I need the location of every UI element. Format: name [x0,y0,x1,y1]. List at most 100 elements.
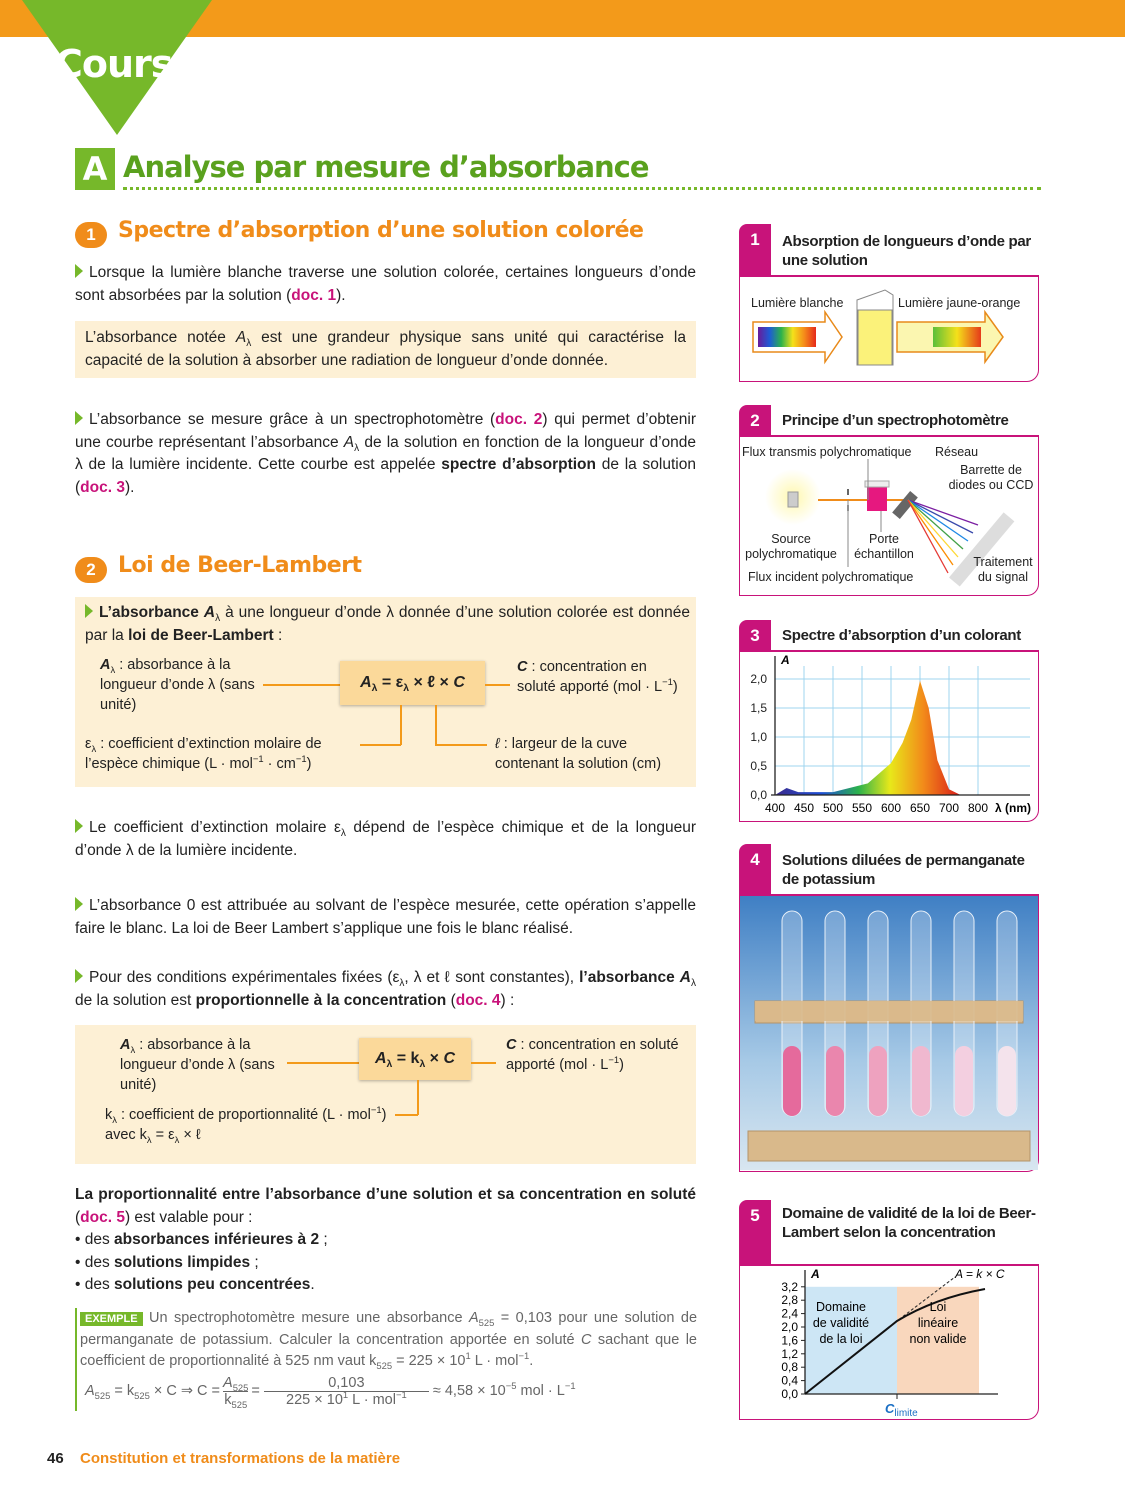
proportional-formula: Aλ = kλ × C [359,1038,471,1080]
rack-top [755,1001,1023,1021]
y-tick-label: 1,6 [781,1333,798,1347]
bullet-icon [85,604,93,618]
c-limit-label: Climite [885,1401,918,1419]
yellow-light-label: Lumière jaune-orange [898,296,1021,310]
validity-item: • des solutions peu concentrées. [75,1276,315,1293]
x-tick-label: 550 [852,801,872,815]
width-label: ℓ : largeur de la cuve contenant la solu… [495,736,662,772]
y-tick-label: 2,8 [781,1293,798,1307]
absorption-diagram [752,289,1004,366]
paragraph-blank: L’absorbance 0 est attribuée au solvant … [75,897,696,937]
section-title: Analyse par mesure d’absorbance [123,150,650,184]
x-tick-label: 450 [794,801,814,815]
valid-zone [805,1286,897,1394]
fraction: 0,103 225 × 101 L · mol−1 [263,1375,429,1408]
paragraph-epsilon: Le coefficient d’extinction molaire ελ d… [75,819,696,859]
example-calculation: A525 = k525 × C ⇒ C = A525 k525 = 0,103 22… [85,1374,576,1410]
x-tick-label: 600 [881,801,901,815]
x-axis-label: λ (nm) [995,801,1031,815]
section-letter: A [75,148,115,190]
grating [892,491,918,519]
validity-item: • des absorbances inférieures à 2 ; [75,1231,328,1248]
doc-1-title: Absorption de longueurs d’onde par une s… [782,233,1031,269]
subsection-1-title: Spectre d’absorption d’une solution colo… [118,218,644,243]
bullet-icon [75,264,83,278]
diode-array-label: Barrette de diodes ou CCD [948,463,1034,492]
concentration-label: C : concentration en soluté apporté (mol… [506,1037,679,1073]
example-block: EXEMPLE Un spectrophotomètre mesure une … [75,1308,697,1411]
sample-holder-label: Porte échantillon [854,532,914,561]
doc-2-number: 2 [739,405,771,436]
doc-1-number: 1 [739,224,771,276]
y-axis-label: A [810,1267,820,1281]
subsection-2-number: 2 [75,557,107,583]
arrow-line [400,705,402,745]
sample-holder [867,487,887,511]
example-text: EXEMPLE Un spectrophotomètre mesure une … [80,1310,698,1371]
arrow-line [263,684,340,686]
beer-lambert-formula: Aλ = ελ × ℓ × C [340,661,485,705]
arrow-line [287,1062,359,1064]
doc-3-title: Spectre d’absorption d’un colorant [782,627,1021,644]
definition-box: L’absorbance notée Aλ est une grandeur p… [75,321,696,378]
absorption-spectrum-chart: 0,0 0,5 1,0 1,5 2,0 400 450 500 550 600 650 700 800 A… [750,653,1031,815]
solution [955,1046,973,1116]
signal-processing-label: Traitement du signal [973,555,1033,584]
bullet-icon [75,969,83,983]
arrow-line [435,705,437,745]
k-label: kλ : coefficient de proportionnalité (L … [105,1104,387,1145]
epsilon-label: ελ : coefficient d’extinction molaire de… [85,736,322,772]
test-tubes-photo [740,896,1038,1170]
cours-tab-shape [22,0,212,135]
x-tick-label: 400 [765,801,785,815]
absorbance-label: Aλ : absorbance à la longueur d’onde λ (… [100,657,255,713]
bullet-icon [75,819,83,833]
x-tick-label: 800 [968,801,988,815]
doc-5-title: Domaine de validité de la loi de Beer-La… [782,1205,1036,1241]
arrow-line [485,684,510,686]
white-light-label: Lumière blanche [751,296,844,310]
y-tick-label: 0,5 [750,759,767,773]
y-tick-label: 2,4 [781,1307,798,1321]
doc-5-number: 5 [739,1200,771,1265]
source-label: Source polychromatique [745,532,837,561]
x-tick-label: 500 [823,801,843,815]
grating-label: Réseau [935,445,979,459]
spectrophotometer-diagram [765,459,1015,587]
paragraph-absorption: Lorsque la lumière blanche traverse une … [75,264,696,304]
paragraph-proportional: Pour des conditions expérimentales fixée… [75,969,696,1009]
fraction: A525 k525 [223,1374,249,1410]
solution [998,1046,1016,1116]
y-tick-label: 2,0 [781,1320,798,1334]
beer-lambert-box: L’absorbance Aλ à une longueur d’onde λ … [75,597,696,787]
x-tick-label: 650 [910,801,930,815]
beer-lambert-intro: L’absorbance Aλ à une longueur d’onde λ … [85,604,690,644]
y-axis-label: A [780,653,790,667]
footer-title: Constitution et transformations de la ma… [80,1450,401,1467]
y-tick-label: 1,5 [750,701,767,715]
incident-flux-label: Flux incident polychromatique [748,570,914,584]
y-tick-label: 1,0 [750,730,767,744]
validity-chart: 3,22,82,42,01,61,20,80,40,0 A A = k × C Dom… [781,1267,1005,1419]
section-divider [123,187,1041,190]
valid-zone-label: de validité [813,1316,869,1330]
bullet-icon [75,411,83,425]
y-tick-label: 0,8 [781,1360,798,1374]
invalid-zone-label: non valide [910,1332,967,1346]
y-tick-label: 0,0 [750,788,767,802]
doc-2-title: Principe d’un spectrophotomètre [782,412,1009,429]
subsection-2-title: Loi de Beer-Lambert [118,553,362,578]
page-number: 46 [47,1450,64,1467]
doc-4-number: 4 [739,844,771,895]
bullet-icon [75,897,83,911]
calc-left: A525 = k525 × C ⇒ C = [85,1383,221,1401]
arrow-line [435,744,487,746]
validity-text: La proportionnalité entre l’absorbance d… [75,1186,696,1226]
transmitted-flux-label: Flux transmis polychromatique [742,445,912,459]
cours-tab-label: Cours [55,42,173,86]
proportional-box: Aλ : absorbance à la longueur d’onde λ (… [75,1025,696,1164]
linear-law-label: A = k × C [954,1267,1005,1281]
diode-array [948,512,1015,587]
validity-list: • des absorbances inférieures à 2 ; • de… [75,1229,696,1297]
validity-item: • des solutions limpides ; [75,1253,259,1271]
